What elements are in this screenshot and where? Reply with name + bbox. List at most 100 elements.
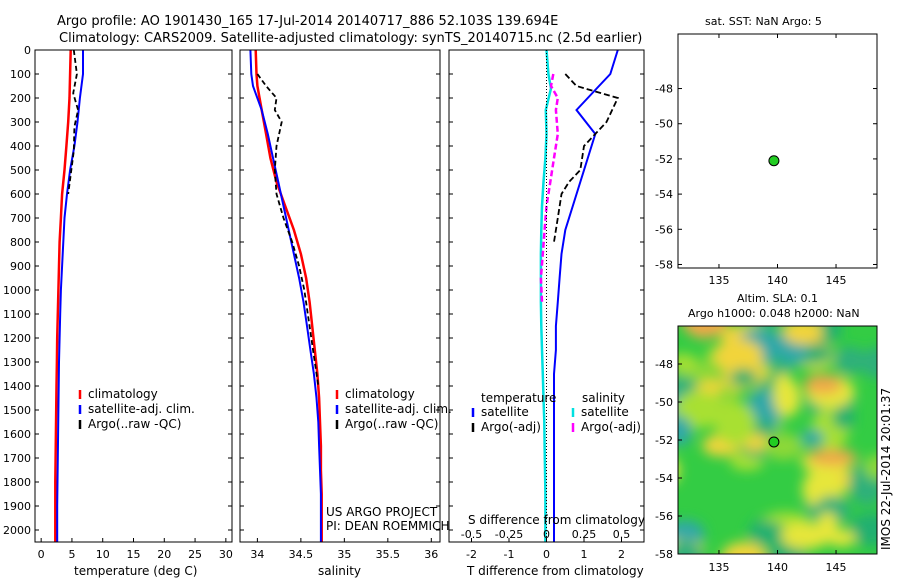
- sla-blob: [721, 541, 767, 554]
- temperature-ytick-label: 2000: [3, 524, 31, 537]
- sla-map-title-1: Altim. SLA: 0.1: [737, 292, 818, 305]
- sla-blob: [832, 407, 856, 430]
- temperature-ytick-label: 1700: [3, 452, 31, 465]
- figure-subtitle: Climatology: CARS2009. Satellite-adjuste…: [59, 31, 642, 46]
- temperature-ytick-label: 800: [10, 236, 31, 249]
- temperature-ytick-label: 1400: [3, 380, 31, 393]
- temperature-ytick-label: 1600: [3, 428, 31, 441]
- sst-map-panel: 135 140 145 -48 -50 -52 -54 -56 -58: [655, 33, 878, 287]
- salinity-legend-label: Argo(..raw -QC): [345, 417, 438, 431]
- temperature-xtick-label: 25: [188, 548, 202, 561]
- sst-ytick-label: -54: [655, 188, 673, 201]
- differences-xtick-label: 0: [543, 548, 550, 561]
- temperature-legend-label: satellite-adj. clim.: [88, 402, 195, 416]
- sla-blob: [683, 326, 726, 339]
- differences-legend-label: Argo(-adj): [581, 420, 641, 434]
- sla-map-panel: 135 140 145 -48 -50 -52 -54 -56 -58: [655, 325, 878, 574]
- temperature-ytick-label: 500: [10, 164, 31, 177]
- salinity-xtick-label: 35: [337, 548, 351, 561]
- sst-map-title: sat. SST: NaN Argo: 5: [705, 15, 822, 28]
- differences-series-3: [539, 73, 560, 303]
- sla-blob: [860, 347, 877, 379]
- temperature-xtick-label: 5: [68, 548, 75, 561]
- pi-credit: PI: DEAN ROEMMICH: [326, 519, 449, 533]
- differences-legend-label: satellite: [581, 405, 629, 419]
- temperature-xtick-label: 30: [219, 548, 233, 561]
- differences-xtick-top-label: -0.5: [461, 528, 482, 541]
- legend-group-salinity: salinity: [582, 391, 625, 405]
- sst-xtick-label: 145: [826, 274, 847, 287]
- sst-ytick-label: -58: [655, 258, 673, 271]
- sla-blob: [803, 374, 843, 395]
- temperature-ytick-label: 300: [10, 116, 31, 129]
- temperature-ytick-label: 1900: [3, 500, 31, 513]
- differences-xtick-top-label: 0: [543, 528, 550, 541]
- temperature-ytick-label: 100: [10, 68, 31, 81]
- temperature-ytick-label: 1100: [3, 308, 31, 321]
- temperature-xtick-label: 10: [96, 548, 110, 561]
- temperature-ytick-label: 400: [10, 140, 31, 153]
- sla-blob: [678, 353, 698, 371]
- temperature-xlabel: temperature (deg C): [74, 564, 197, 578]
- sla-blob: [678, 416, 692, 446]
- salinity-xtick-label: 34.5: [289, 548, 314, 561]
- project-credit: US ARGO PROJECT: [326, 505, 438, 519]
- temperature-frame: [34, 49, 233, 543]
- sla-blob: [729, 368, 758, 387]
- differences-xtick-top-label: 0.5: [613, 528, 631, 541]
- sla-ytick-label: -56: [655, 510, 673, 523]
- sla-blob: [780, 522, 831, 550]
- sla-blob: [749, 521, 784, 540]
- temperature-ytick-label: 600: [10, 188, 31, 201]
- differences-xtick-top-label: -0.25: [495, 528, 523, 541]
- temperature-legend-label: Argo(..raw -QC): [88, 417, 181, 431]
- temperature-series-1: [56, 50, 84, 542]
- sla-ytick-label: -48: [655, 358, 673, 371]
- sla-blob: [678, 376, 698, 395]
- sla-blob: [678, 540, 704, 554]
- temperature-ytick-label: 0: [24, 44, 31, 57]
- sla-xtick-label: 140: [767, 561, 788, 574]
- temperature-ytick-label: 900: [10, 260, 31, 273]
- sla-map-title-2: Argo h1000: 0.048 h2000: NaN: [688, 307, 860, 320]
- differences-xtick-label: 1: [581, 548, 588, 561]
- sla-ytick-label: -50: [655, 396, 673, 409]
- argo-position-marker: [768, 155, 780, 167]
- sla-blob: [678, 391, 724, 429]
- temperature-series-2: [67, 49, 80, 195]
- temperature-ytick-label: 200: [10, 92, 31, 105]
- sla-ytick-label: -52: [655, 434, 673, 447]
- temperature-ytick-label: 1000: [3, 284, 31, 297]
- salinity-legend-label: climatology: [345, 387, 415, 401]
- sst-ytick-label: -56: [655, 223, 673, 236]
- temperature-legend-label: climatology: [88, 387, 158, 401]
- temperature-series-0: [54, 49, 72, 542]
- differences-xtick-top-label: 0.25: [572, 528, 597, 541]
- differences-legend-label: satellite: [481, 405, 529, 419]
- sla-blob: [807, 449, 858, 466]
- temperature-xtick-label: 0: [38, 548, 45, 561]
- differences-xtick-label: 2: [618, 548, 625, 561]
- sla-xtick-label: 145: [826, 561, 847, 574]
- sst-map-frame: [677, 33, 878, 269]
- salinity-legend-label: satellite-adj. clim.: [345, 402, 452, 416]
- temperature-ytick-label: 1500: [3, 404, 31, 417]
- sst-xtick-label: 140: [767, 274, 788, 287]
- temperature-xtick-label: 15: [127, 548, 141, 561]
- temperature-xtick-label: 20: [157, 548, 171, 561]
- sla-blob: [782, 326, 823, 345]
- sla-blob: [801, 429, 825, 446]
- timestamp-stamp: IMOS 22-Jul-2014 20:01:37: [879, 388, 893, 550]
- sst-ytick-label: -50: [655, 118, 673, 131]
- differences-panel: -2 -1 0 1 2 -0.5 -0.25 0 0.25 0.5 temperature salin…: [448, 49, 645, 561]
- temperature-ytick-label: 1300: [3, 356, 31, 369]
- sst-xtick-label: 135: [708, 274, 729, 287]
- temperature-ytick-label: 1200: [3, 332, 31, 345]
- differences-legend-label: Argo(-adj): [481, 420, 541, 434]
- sla-xtick-label: 135: [708, 561, 729, 574]
- differences-xlabel: T difference from climatology: [466, 564, 644, 578]
- temperature-ytick-label: 700: [10, 212, 31, 225]
- salinity-xlabel: salinity: [318, 564, 361, 578]
- sst-ytick-label: -52: [655, 153, 673, 166]
